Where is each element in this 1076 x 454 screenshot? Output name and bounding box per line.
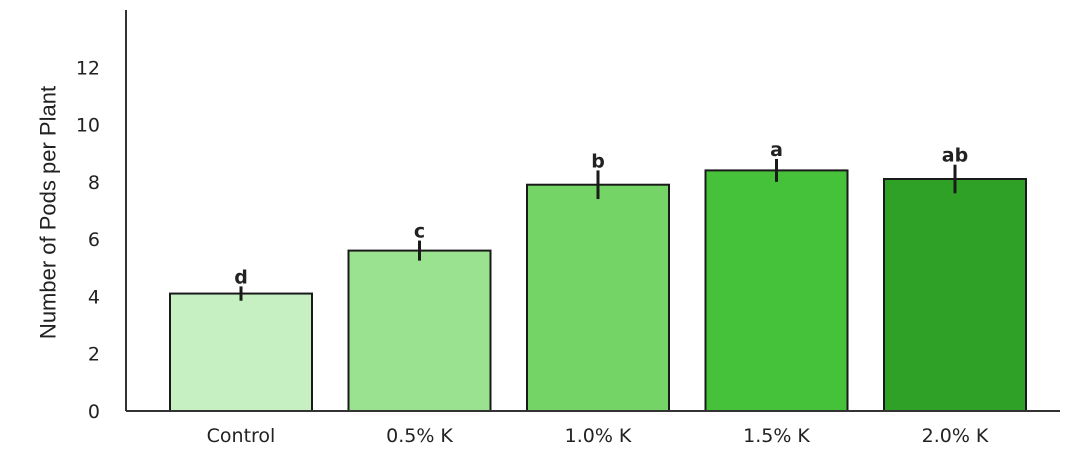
bar-control bbox=[169, 292, 313, 413]
significance-letter: ab bbox=[942, 145, 968, 167]
y-axis-title: Number of Pods per Plant bbox=[36, 86, 61, 339]
significance-labels-group: d c b a ab bbox=[234, 139, 968, 288]
y-tick-label: 6 bbox=[88, 229, 100, 251]
x-tick-label: 2.0% K bbox=[922, 425, 989, 447]
y-tick-label: 8 bbox=[88, 172, 100, 194]
bar-1-0-k bbox=[526, 183, 670, 412]
x-tick-label: 1.0% K bbox=[565, 425, 632, 447]
significance-letter: d bbox=[234, 266, 248, 288]
y-tick-label: 4 bbox=[88, 286, 100, 308]
error-bars-group bbox=[239, 158, 957, 301]
y-tick-label: 2 bbox=[88, 344, 100, 366]
y-tick-label: 10 bbox=[76, 115, 100, 137]
y-tick-label: 0 bbox=[88, 401, 100, 423]
bar-0-5-k bbox=[347, 249, 492, 412]
x-tick-label: 1.5% K bbox=[743, 425, 810, 447]
bar-2-0-k bbox=[883, 177, 1027, 412]
y-tick-label: 12 bbox=[76, 57, 100, 79]
bar-1-5-k bbox=[704, 169, 849, 412]
bars-group bbox=[169, 169, 1027, 413]
y-axis-ticks: 0 2 4 6 8 10 12 bbox=[76, 57, 100, 423]
significance-letter: b bbox=[591, 150, 605, 172]
significance-letter: a bbox=[770, 139, 783, 161]
significance-letter: c bbox=[414, 221, 425, 243]
x-tick-label: 0.5% K bbox=[386, 425, 453, 447]
x-tick-label: Control bbox=[207, 425, 276, 447]
x-axis-labels: Control 0.5% K 1.0% K 1.5% K 2.0% K bbox=[207, 425, 989, 447]
